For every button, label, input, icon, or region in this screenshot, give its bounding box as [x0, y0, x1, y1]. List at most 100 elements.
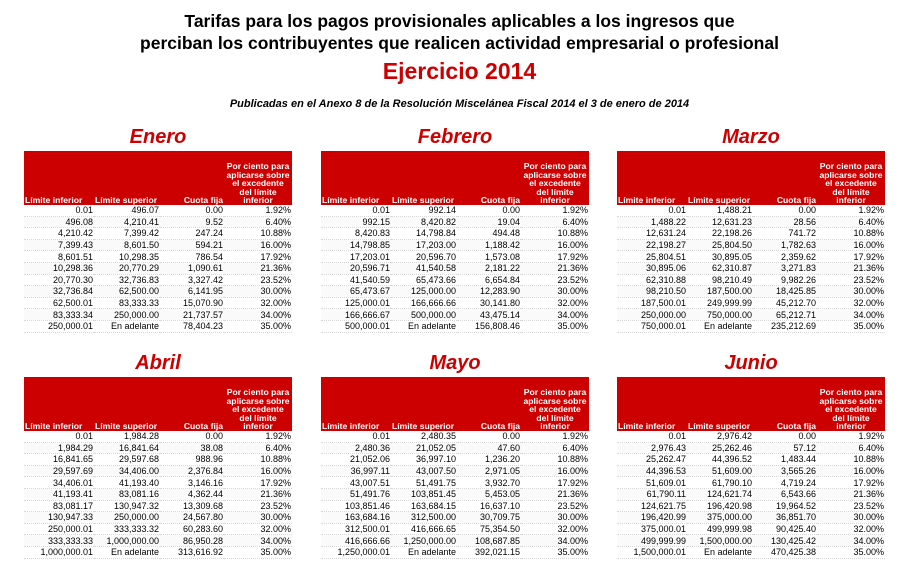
table-cell: 416,666.65	[391, 523, 457, 536]
table-cell: 7,399.43	[24, 239, 94, 252]
table-cell: 992.14	[391, 205, 457, 217]
table-row: 0.01 2,480.35 0.00 1.92%	[321, 431, 589, 443]
table-cell: En adelante	[94, 320, 160, 333]
table-cell: 65,473.67	[321, 285, 391, 298]
table-row: 41,540.59 65,473.66 6,654.84 23.52%	[321, 274, 589, 287]
table-cell: 1,500,000.00	[687, 534, 753, 547]
tariff-table: Límite inferior Límite superior Cuota fija…	[321, 151, 589, 333]
table-cell: 0.00	[457, 431, 521, 443]
table-cell: 98,210.50	[617, 285, 687, 298]
table-cell: 108,687.85	[457, 534, 521, 547]
table-row: 8,420.83 14,798.84 494.48 10.88%	[321, 227, 589, 240]
column-header-lower-limit: Límite inferior	[24, 377, 94, 431]
table-cell: 36,851.70	[753, 511, 817, 524]
table-cell: 2,480.36	[321, 442, 391, 455]
table-cell: 51,609.00	[687, 465, 753, 478]
table-cell: 0.00	[457, 205, 521, 217]
table-cell: 0.00	[160, 205, 224, 217]
tariff-table: Límite inferior Límite superior Cuota fija…	[24, 151, 292, 333]
table-cell: 496.07	[94, 205, 160, 217]
table-cell: 34.00%	[817, 534, 885, 547]
table-row: 166,666.67 500,000.00 43,475.14 34.00%	[321, 308, 589, 321]
table-row: 17,203.01 20,596.70 1,573.08 17.92%	[321, 250, 589, 263]
table-cell: 12,283.90	[457, 285, 521, 298]
table-row: 62,500.01 83,333.33 15,070.90 32.00%	[24, 297, 292, 310]
table-cell: 103,851.45	[391, 488, 457, 501]
table-cell: 333,333.33	[24, 534, 94, 547]
table-cell: 20,596.70	[391, 250, 457, 263]
table-row: 41,193.41 83,081.16 4,362.44 21.36%	[24, 488, 292, 501]
table-cell: 9.52	[160, 216, 224, 229]
table-cell: En adelante	[687, 546, 753, 559]
table-cell: 166,666.66	[391, 297, 457, 310]
table-cell: 35.00%	[817, 546, 885, 559]
table-cell: 83,333.34	[24, 308, 94, 321]
table-cell: 25,262.46	[687, 442, 753, 455]
table-cell: 30.00%	[817, 285, 885, 298]
table-cell: 1,488.22	[617, 216, 687, 229]
table-cell: 6.40%	[521, 216, 589, 229]
table-row: 103,851.46 163,684.15 16,637.10 23.52%	[321, 500, 589, 513]
table-cell: 499,999.99	[617, 534, 687, 547]
table-cell: 44,396.52	[687, 453, 753, 466]
table-row: 500,000.01 En adelante 156,808.46 35.00%	[321, 320, 589, 333]
table-cell: 65,473.66	[391, 274, 457, 287]
table-cell: 51,609.01	[617, 476, 687, 489]
table-cell: 2,976.42	[687, 431, 753, 443]
table-cell: 21,737.57	[160, 308, 224, 321]
table-cell: 6.40%	[817, 216, 885, 229]
table-cell: 4,210.41	[94, 216, 160, 229]
table-row: 0.01 2,976.42 0.00 1.92%	[617, 431, 885, 443]
table-row: 4,210.42 7,399.42 247.24 10.88%	[24, 227, 292, 240]
table-cell: 130,947.32	[94, 500, 160, 513]
table-cell: 22,198.27	[617, 239, 687, 252]
table-cell: 16,637.10	[457, 500, 521, 513]
table-cell: 125,000.00	[391, 285, 457, 298]
table-cell: 0.00	[160, 431, 224, 443]
table-cell: 1,483.44	[753, 453, 817, 466]
table-row: 51,609.01 61,790.10 4,719.24 17.92%	[617, 476, 885, 489]
table-row: 375,000.01 499,999.98 90,425.40 32.00%	[617, 523, 885, 536]
table-row: 250,000.00 750,000.00 65,212.71 34.00%	[617, 308, 885, 321]
table-cell: 61,790.11	[617, 488, 687, 501]
table-cell: 16,841.65	[24, 453, 94, 466]
table-cell: 1,573.08	[457, 250, 521, 263]
table-cell: 499,999.98	[687, 523, 753, 536]
table-cell: 1,250,000.01	[321, 546, 391, 559]
table-cell: 30,709.75	[457, 511, 521, 524]
table-row: 250,000.01 En adelante 78,404.23 35.00%	[24, 320, 292, 333]
table-cell: 30.00%	[224, 285, 292, 298]
table-cell: 1,984.29	[24, 442, 94, 455]
column-header-upper-limit: Límite superior	[687, 151, 753, 205]
table-row: 416,666.66 1,250,000.00 108,687.85 34.00%	[321, 534, 589, 547]
table-cell: 35.00%	[224, 546, 292, 559]
table-cell: 1,000,000.00	[94, 534, 160, 547]
column-header-lower-limit: Límite inferior	[617, 377, 687, 431]
table-cell: 15,070.90	[160, 297, 224, 310]
table-cell: 75,354.50	[457, 523, 521, 536]
table-cell: 2,181.22	[457, 262, 521, 275]
table-cell: 1,250,000.00	[391, 534, 457, 547]
table-cell: 0.01	[24, 431, 94, 443]
table-cell: 3,565.26	[753, 465, 817, 478]
table-cell: 90,425.40	[753, 523, 817, 536]
table-cell: 4,210.42	[24, 227, 94, 240]
table-cell: 43,007.50	[391, 465, 457, 478]
table-row: 7,399.43 8,601.50 594.21 16.00%	[24, 239, 292, 252]
table-cell: 10.88%	[817, 227, 885, 240]
table-cell: 375,000.00	[687, 511, 753, 524]
table-cell: 250,000.00	[617, 308, 687, 321]
table-cell: 32.00%	[521, 297, 589, 310]
table-cell: 43,475.14	[457, 308, 521, 321]
table-cell: 21.36%	[521, 488, 589, 501]
table-cell: 17,203.01	[321, 250, 391, 263]
table-cell: 35.00%	[521, 546, 589, 559]
table-cell: 8,601.51	[24, 250, 94, 263]
table-cell: 313,616.92	[160, 546, 224, 559]
tariff-table: Límite inferior Límite superior Cuota fija…	[24, 377, 292, 559]
table-row: 0.01 1,488.21 0.00 1.92%	[617, 205, 885, 217]
table-row: 25,262.47 44,396.52 1,483.44 10.88%	[617, 453, 885, 466]
table-row: 25,804.51 30,895.05 2,359.62 17.92%	[617, 250, 885, 263]
table-cell: 500,000.00	[391, 308, 457, 321]
table-cell: 10.88%	[224, 453, 292, 466]
